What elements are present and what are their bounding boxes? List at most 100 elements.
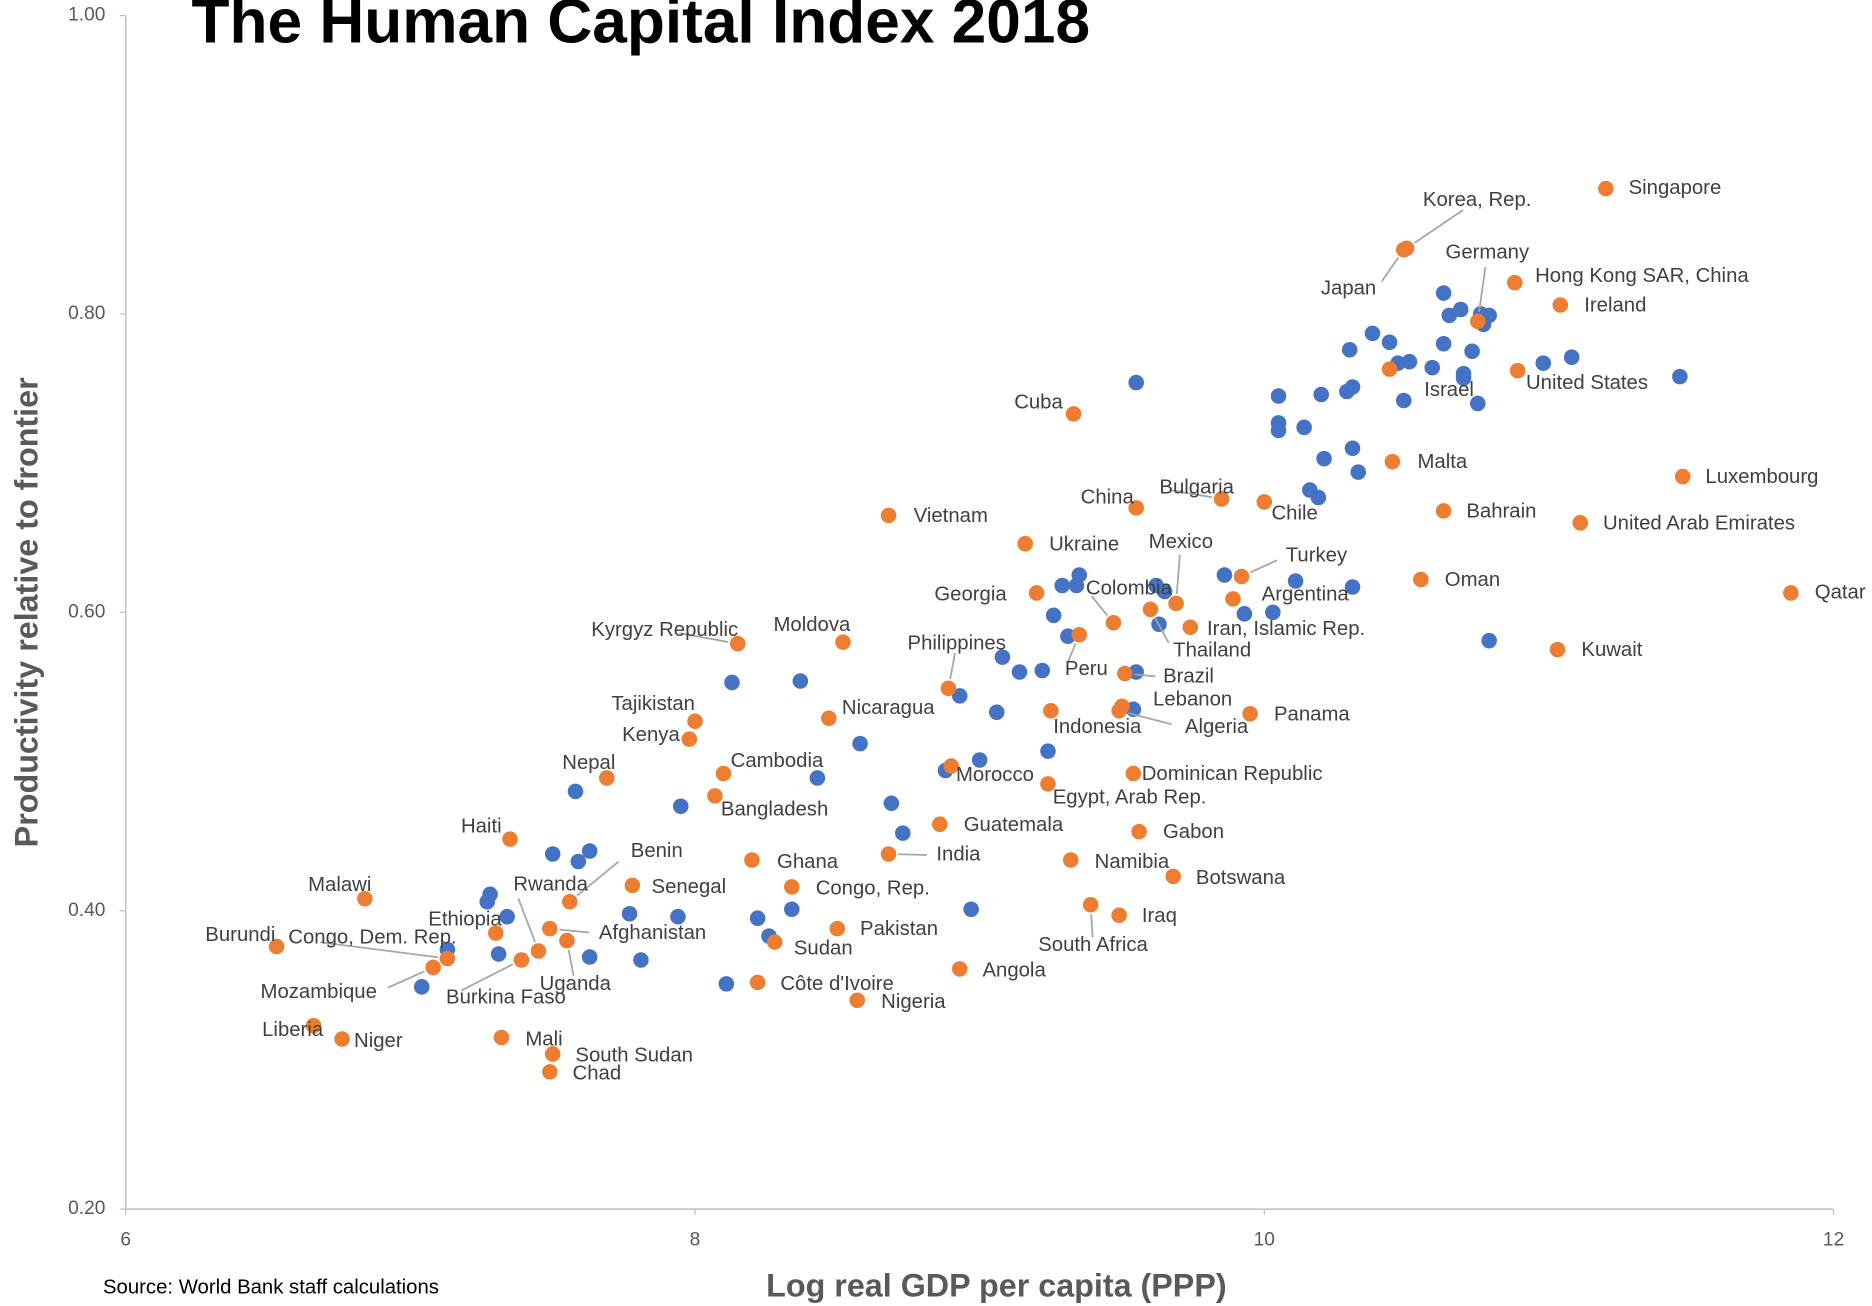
point-label: Bangladesh bbox=[721, 799, 828, 821]
x-tick-label: 12 bbox=[1823, 1229, 1844, 1250]
point-label: Moldova bbox=[774, 614, 852, 636]
point bbox=[849, 992, 866, 1009]
point bbox=[821, 710, 837, 727]
leader-line bbox=[1090, 595, 1109, 616]
point bbox=[1344, 579, 1361, 595]
point bbox=[1783, 585, 1799, 601]
point bbox=[1168, 595, 1184, 612]
point bbox=[784, 879, 800, 895]
point bbox=[724, 674, 740, 691]
point-label: South Africa bbox=[1038, 934, 1148, 956]
point bbox=[940, 680, 957, 697]
point-label: Korea, Rep. bbox=[1423, 189, 1531, 211]
point bbox=[895, 825, 911, 841]
point-label: United Arab Emirates bbox=[1603, 512, 1795, 534]
point bbox=[1287, 573, 1304, 589]
point bbox=[567, 783, 584, 800]
point-label: Kuwait bbox=[1581, 639, 1642, 661]
point bbox=[1068, 577, 1085, 594]
leader-line bbox=[1478, 266, 1487, 313]
point bbox=[1017, 535, 1033, 552]
point bbox=[1270, 388, 1287, 404]
point-label: Mexico bbox=[1149, 531, 1213, 553]
point-label: Egypt, Arab Rep. bbox=[1053, 787, 1207, 809]
point bbox=[1256, 494, 1273, 510]
point bbox=[1598, 180, 1614, 197]
point bbox=[1054, 577, 1070, 594]
point bbox=[439, 950, 456, 967]
point-label: Qatar bbox=[1815, 581, 1866, 603]
point-label: Hong Kong SAR, China bbox=[1535, 265, 1749, 287]
y-tick-label: 1.00 bbox=[68, 5, 105, 26]
x-tick-label: 6 bbox=[120, 1229, 131, 1250]
leader-line bbox=[1090, 914, 1094, 938]
point bbox=[681, 731, 698, 747]
point-label: Mali bbox=[525, 1028, 562, 1050]
point bbox=[829, 920, 846, 937]
point bbox=[749, 974, 766, 991]
point bbox=[1011, 664, 1028, 680]
leader-line bbox=[567, 949, 575, 977]
point bbox=[766, 934, 783, 950]
point bbox=[499, 908, 515, 925]
point bbox=[1128, 500, 1144, 516]
point bbox=[1572, 515, 1589, 531]
point bbox=[502, 831, 518, 847]
point-label: Mozambique bbox=[261, 981, 377, 1003]
point bbox=[1507, 274, 1523, 291]
point-label: Thailand bbox=[1173, 640, 1251, 662]
point-label: Chile bbox=[1271, 502, 1317, 524]
point bbox=[1395, 242, 1412, 258]
point bbox=[1236, 606, 1253, 622]
point bbox=[1125, 765, 1142, 782]
point-label: Angola bbox=[982, 960, 1046, 982]
point bbox=[792, 673, 809, 689]
point bbox=[1552, 297, 1569, 313]
point bbox=[1344, 440, 1361, 456]
point bbox=[425, 959, 441, 976]
point bbox=[1105, 615, 1122, 631]
point bbox=[1341, 341, 1358, 358]
point-label: Turkey bbox=[1286, 545, 1348, 567]
point-label: China bbox=[1081, 487, 1135, 509]
point-label: Congo, Rep. bbox=[816, 878, 930, 900]
point bbox=[1364, 325, 1381, 342]
point bbox=[413, 979, 430, 995]
chart-title: The Human Capital Index 2018 bbox=[192, 0, 1091, 57]
point bbox=[1384, 453, 1401, 470]
point bbox=[581, 949, 598, 965]
point bbox=[487, 925, 504, 941]
point bbox=[994, 649, 1011, 665]
point bbox=[1213, 491, 1230, 507]
point-label: Iraq bbox=[1142, 905, 1177, 927]
point-label: Namibia bbox=[1095, 851, 1170, 873]
point-label: Rwanda bbox=[513, 874, 588, 896]
point bbox=[749, 910, 766, 926]
source-note: Source: World Bank staff calculations bbox=[103, 1276, 439, 1298]
point bbox=[1441, 307, 1458, 324]
leader-line bbox=[1154, 617, 1170, 644]
leader-line bbox=[898, 853, 927, 856]
point-label: Pakistan bbox=[860, 918, 938, 940]
point bbox=[1674, 468, 1691, 485]
point-label: Cambodia bbox=[731, 750, 824, 772]
point bbox=[268, 938, 285, 955]
y-tick-label: 0.20 bbox=[68, 1198, 105, 1219]
point bbox=[1028, 585, 1045, 601]
point-label: United States bbox=[1526, 372, 1648, 394]
point-label: Guatemala bbox=[964, 814, 1064, 836]
y-axis-title: Productivity relative to frontier bbox=[8, 377, 44, 847]
point bbox=[1381, 334, 1398, 351]
point-label: Ireland bbox=[1584, 295, 1646, 317]
point-label: Philippines bbox=[908, 633, 1006, 655]
point bbox=[715, 765, 732, 782]
point bbox=[544, 1046, 561, 1062]
point bbox=[1117, 665, 1133, 682]
point bbox=[1464, 343, 1480, 360]
leader-line bbox=[559, 928, 590, 934]
point bbox=[729, 635, 746, 652]
point-label: Ghana bbox=[777, 851, 839, 873]
point-label: Kyrgyz Republic bbox=[591, 619, 738, 641]
leader-line bbox=[1066, 643, 1077, 663]
